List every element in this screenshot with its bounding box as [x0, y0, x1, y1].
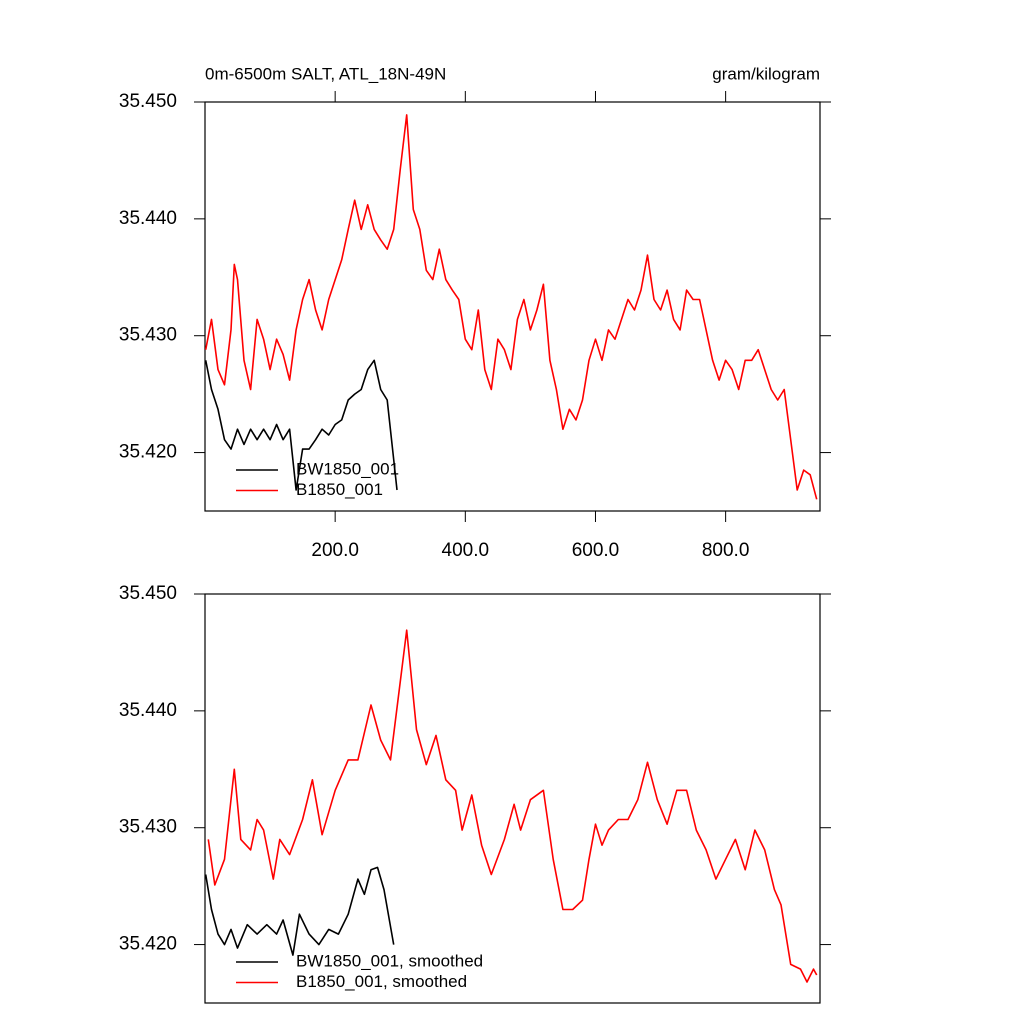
- y-tick-label: 35.450: [119, 583, 177, 604]
- y-tick-label: 35.450: [119, 91, 177, 112]
- x-tick-label: 200.0: [311, 540, 359, 561]
- legend-label: B1850_001, smoothed: [296, 972, 467, 991]
- y-tick-label: 35.440: [119, 700, 177, 721]
- legend-label: BW1850_001: [296, 459, 399, 478]
- plot-frame: [204, 593, 821, 1004]
- y-tick-label: 35.420: [119, 442, 177, 463]
- y-tick-label: 35.430: [119, 817, 177, 838]
- legend-label: BW1850_001, smoothed: [296, 951, 483, 970]
- x-tick-label: 800.0: [702, 540, 750, 561]
- legend-label: B1850_001: [296, 480, 383, 499]
- data-line: [207, 629, 818, 983]
- y-tick-label: 35.430: [119, 325, 177, 346]
- data-line: [204, 359, 398, 491]
- x-tick-label: 600.0: [572, 540, 620, 561]
- data-line: [204, 114, 818, 500]
- chart-title: 0m-6500m SALT, ATL_18N-49N: [205, 64, 446, 83]
- units-label: gram/kilogram: [712, 64, 820, 83]
- x-tick-label: 400.0: [442, 540, 490, 561]
- plot-frame: [204, 101, 821, 512]
- y-tick-label: 35.440: [119, 208, 177, 229]
- data-line: [204, 866, 395, 956]
- y-tick-label: 35.420: [119, 934, 177, 955]
